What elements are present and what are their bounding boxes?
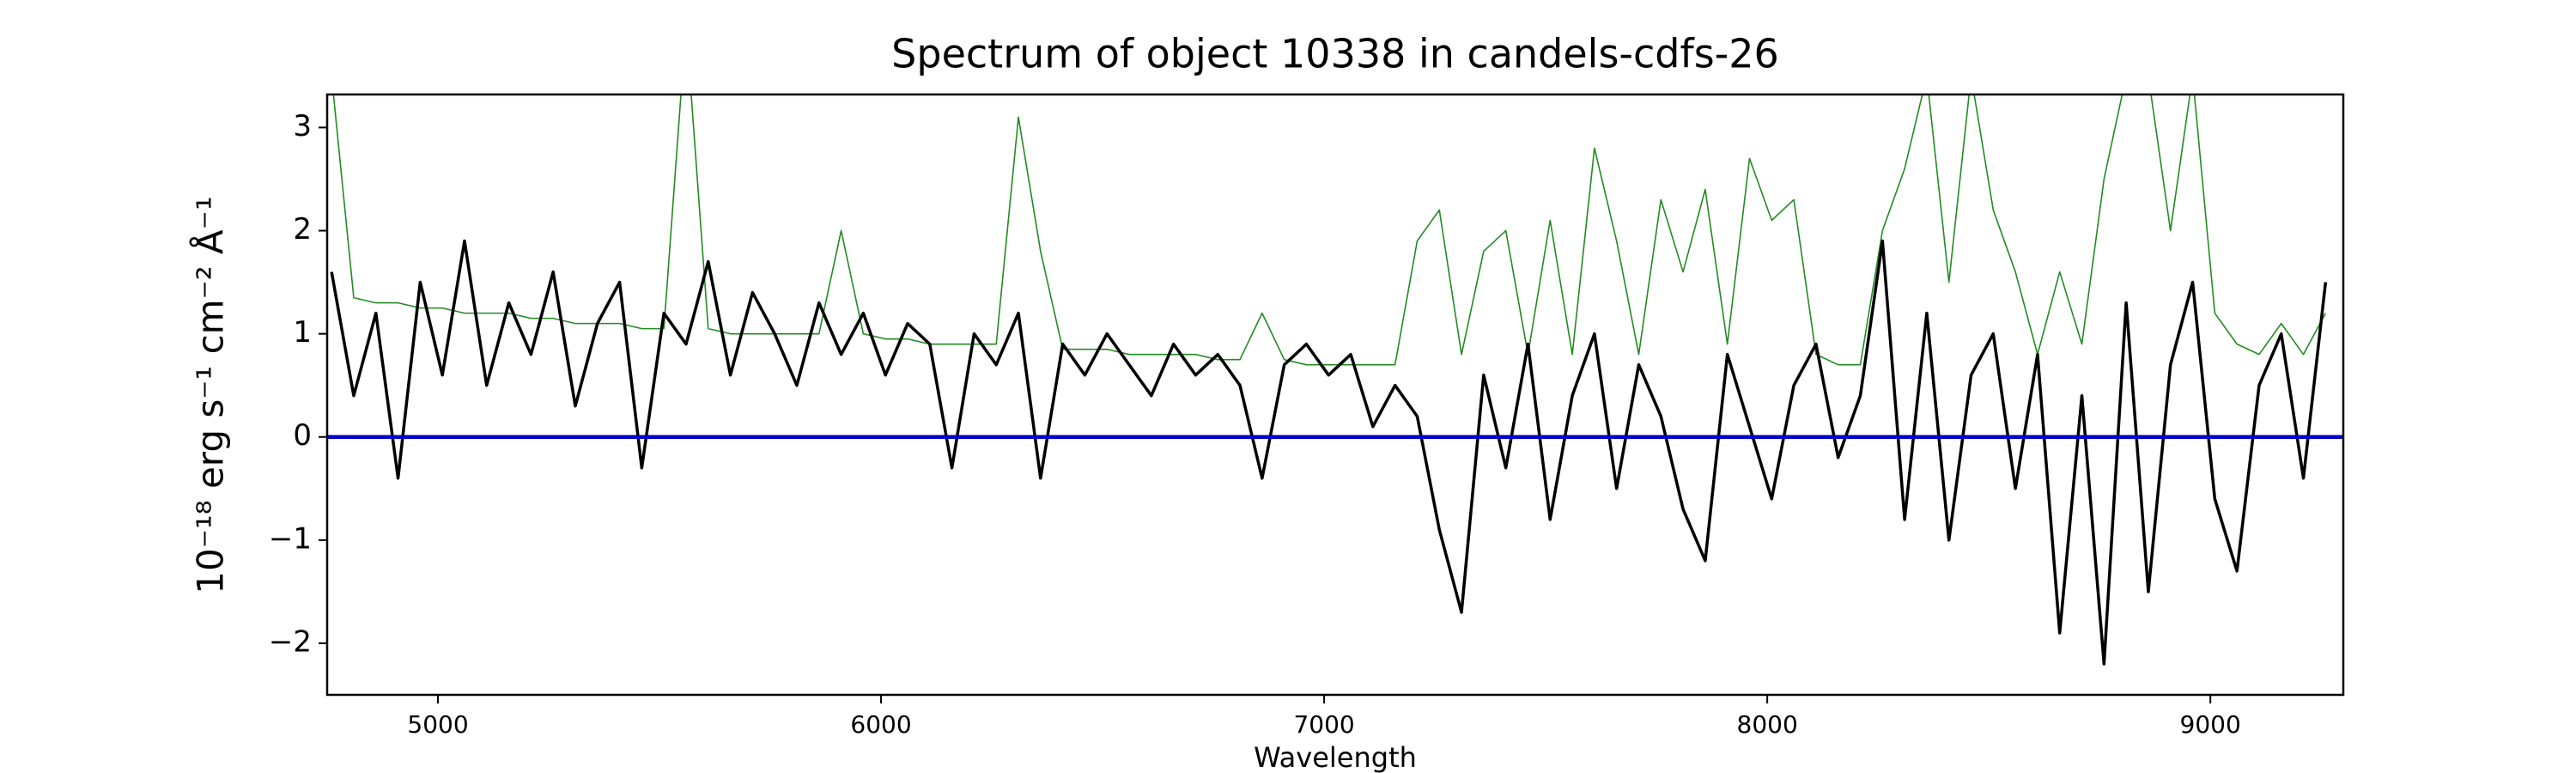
y-tick-label: 1: [293, 315, 312, 350]
y-tick-label: 3: [293, 109, 312, 143]
spectrum-line: [332, 94, 2327, 366]
x-tick-label: 9000: [2180, 710, 2241, 739]
x-tick-label: 8000: [1737, 710, 1798, 739]
plot-frame: [325, 93, 2345, 697]
y-axis-label: 10⁻¹⁸ erg s⁻¹ cm⁻² Å⁻¹: [189, 196, 232, 593]
x-tick-label: 5000: [407, 710, 468, 739]
x-tick-label: 6000: [850, 710, 911, 739]
y-tick-label: 0: [293, 418, 312, 453]
y-tick-label: −1: [269, 521, 312, 556]
x-axis-label: Wavelength: [1254, 741, 1417, 773]
x-tick-label: 7000: [1293, 710, 1354, 739]
y-tick-label: −2: [269, 624, 312, 659]
plot-area: [327, 94, 2343, 666]
y-tick-label: 2: [293, 212, 312, 247]
spectrum-line: [330, 239, 2328, 666]
chart-title: Spectrum of object 10338 in candels-cdfs…: [891, 31, 1779, 77]
